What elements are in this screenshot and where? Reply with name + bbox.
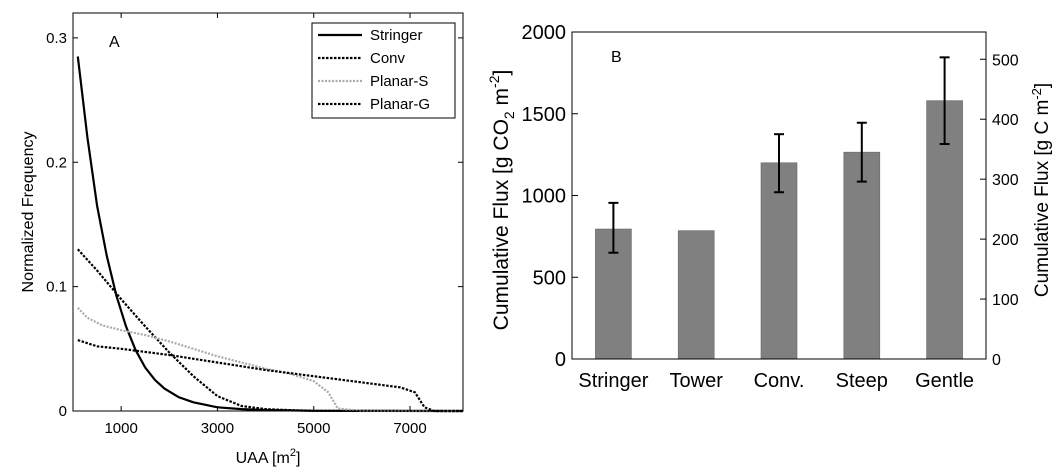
series-line-planar-g	[77, 339, 463, 413]
category-label-stringer: Stringer	[578, 370, 648, 392]
panel-b-label: B	[611, 49, 622, 66]
y-tick-label: 0.1	[46, 279, 67, 296]
y-tick-label: 500	[533, 267, 566, 289]
y2-tick-label: 100	[992, 292, 1019, 309]
y2-tick-label: 0	[992, 352, 1001, 369]
panel-a-label: A	[109, 34, 120, 51]
series-line-stringer	[76, 56, 464, 413]
panel-a-xlabel: UAA [m2]	[236, 447, 301, 467]
panel-a-axes-box	[72, 12, 464, 412]
category-label-gentle: Gentle	[915, 370, 974, 392]
bar-steep	[843, 151, 881, 360]
x-tick-label: 7000	[393, 420, 426, 437]
x-tick-label: 5000	[297, 420, 330, 437]
category-label-tower: Tower	[670, 370, 724, 392]
legend-label-planar-s: Planar-S	[370, 73, 428, 90]
y2-tick-label: 500	[992, 52, 1019, 69]
bar-tower	[677, 230, 715, 360]
y-tick-label: 1000	[522, 186, 567, 208]
x-tick-label: 3000	[201, 420, 234, 437]
panel-a: 1000 3000 5000 7000 0 0.1 0.2 0.3 A Normalized …	[20, 12, 464, 467]
y-tick-label: 0.3	[46, 30, 67, 47]
y-tick-label: 0	[59, 403, 67, 420]
category-label-conv: Conv.	[754, 370, 805, 392]
legend-box	[311, 22, 456, 119]
bar-conv	[760, 162, 798, 360]
panel-a-gridless-area	[76, 56, 464, 413]
panel-b: Stringer Tower Conv. Steep Gentle05001000150…	[486, 22, 1053, 392]
category-label-steep: Steep	[836, 370, 888, 392]
legend-label-stringer: Stringer	[370, 27, 423, 44]
y-tick-label: 2000	[522, 22, 567, 44]
y2-tick-label: 400	[992, 112, 1019, 129]
panel-a-ticks: 1000 3000 5000 7000 0 0.1 0.2 0.3	[46, 13, 463, 437]
panel-b-plot-area	[595, 56, 963, 360]
y-tick-label: 0	[555, 349, 566, 371]
panel-b-ticks: Stringer Tower Conv. Steep Gentle05001000150…	[522, 22, 1019, 392]
y2-tick-label: 200	[992, 232, 1019, 249]
series-line-planar-s	[77, 307, 463, 413]
panel-b-y2label: Cumulative Flux [g C m-2]	[1029, 83, 1053, 297]
y2-tick-label: 300	[992, 172, 1019, 189]
panel-a-ylabel: Normalized Frequency	[20, 132, 37, 293]
panel-a-legend: Stringer Conv Planar-S Planar-G	[311, 22, 456, 119]
x-tick-label: 1000	[104, 420, 137, 437]
legend-label-planar-g: Planar-G	[370, 96, 430, 113]
series-line-conv	[76, 248, 464, 413]
y-tick-label: 0.2	[46, 154, 67, 171]
y-tick-label: 1500	[522, 104, 567, 126]
panel-b-ylabel: Cumulative Flux [g CO2 m-2]	[486, 70, 517, 331]
legend-label-conv: Conv	[370, 50, 406, 67]
